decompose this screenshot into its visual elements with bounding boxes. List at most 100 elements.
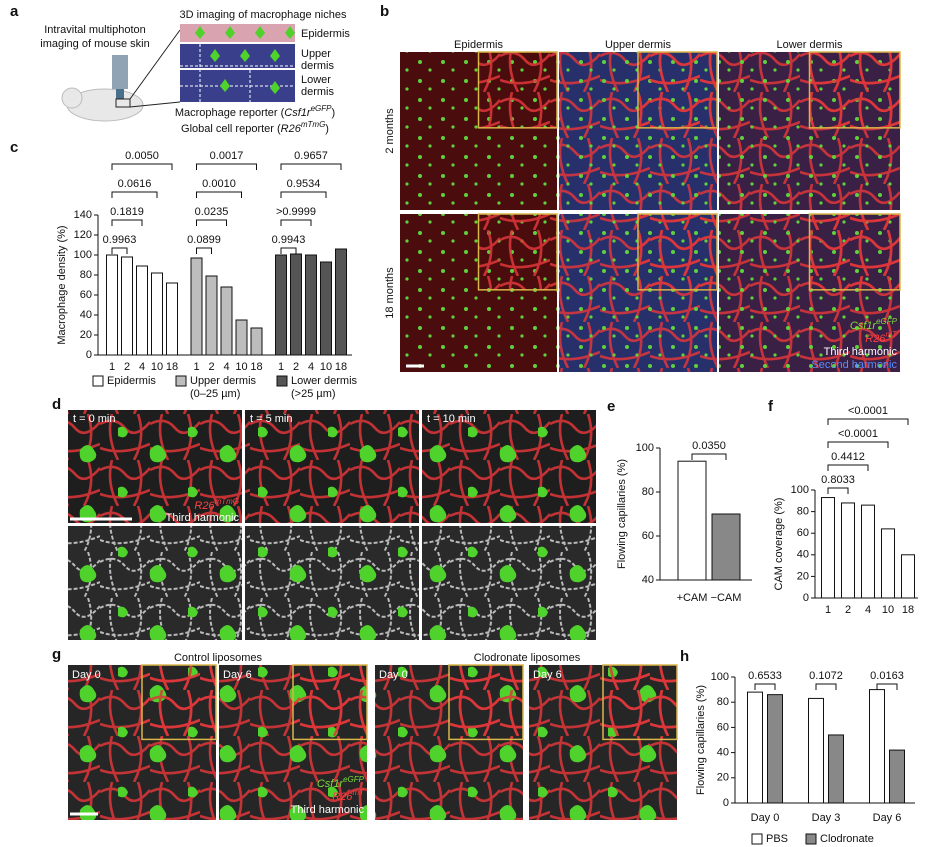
legend-swatch [751,833,763,845]
significance-bracket [876,683,898,690]
p-value: 0.4412 [831,451,865,463]
day-label: Day 0 [72,669,101,681]
bar [235,319,248,356]
x-tick-label: 4 [308,361,314,373]
day-label: Day 6 [533,669,562,681]
p-value: 0.9657 [294,150,328,162]
y-tick-label: 40 [642,574,654,586]
significance-bracket [280,163,342,170]
y-axis-label: Macrophage density (%) [56,225,68,344]
legend-label: Second harmonic [811,359,897,371]
bar [711,513,741,581]
legend-label: Third harmonic [166,512,240,524]
panel-letter: a [10,3,19,20]
bar [275,254,287,356]
significance-bracket [827,487,849,494]
micrograph-texture [245,410,419,523]
x-tick-label: 10 [151,361,163,373]
legend-label: Third harmonic [824,346,898,358]
label-part: Csf1r [317,778,345,790]
significance-bracket [111,191,158,198]
bar [250,327,263,356]
bar [121,256,133,356]
layer-label: Epidermis [301,28,350,40]
significance-bracket [280,247,297,254]
y-tick-label: 80 [717,696,729,708]
y-tick-label: 80 [80,269,92,281]
x-tick-label: 18 [250,361,262,373]
y-tick-label: 20 [717,772,729,784]
significance-bracket [827,464,869,471]
x-tick-label: Day 6 [873,812,902,824]
y-tick-label: 40 [797,549,809,561]
label-part: ) [331,107,335,119]
y-tick-label: 100 [74,249,92,261]
inset-frame [141,664,217,741]
y-tick-label: 40 [80,309,92,321]
y-tick-label: 40 [717,747,729,759]
significance-bracket [111,163,173,170]
inset-frame [602,664,678,741]
p-value: 0.0235 [195,206,229,218]
significance-bracket [111,247,128,254]
layer-label: Lower [301,74,331,86]
x-tick-label: 2 [845,604,851,616]
panel-letter: c [10,139,18,156]
inset-frame [808,213,901,291]
legend-label: Upper dermis [190,375,257,387]
y-tick-label: 0 [803,592,809,604]
y-tick-label: 60 [717,721,729,733]
p-value: 0.8033 [821,474,855,486]
bar [828,734,844,804]
x-tick-label: 1 [825,604,831,616]
x-tick-label: Day 0 [751,812,780,824]
label-part: mTmG [215,497,239,506]
x-tick-label: 1 [193,361,199,373]
p-value: 0.9534 [287,178,321,190]
panel-letter: g [52,646,61,663]
legend-note: (0–25 µm) [190,388,240,400]
bar [320,261,332,356]
legend-swatch [805,833,817,845]
timepoint-label: t = 5 min [250,413,293,425]
bar [747,691,763,804]
significance-bracket [196,219,227,226]
legend-label: R26mT [865,330,898,345]
bar [335,248,347,356]
p-value: 0.0899 [187,234,221,246]
y-tick-label: 120 [74,229,92,241]
x-tick-label: 2 [293,361,299,373]
bar [821,497,835,599]
legend-note: (>25 µm) [291,388,336,400]
y-tick-label: 0 [86,349,92,361]
legend-swatch [175,375,187,387]
timepoint-label: t = 10 min [427,413,476,425]
timepoint-label: t = 0 min [73,413,116,425]
y-tick-label: 100 [791,484,809,496]
p-value: 0.6533 [748,670,782,682]
y-tick-label: 100 [711,671,729,683]
label-part: R26 [332,791,353,803]
significance-bracket [827,418,909,425]
significance-bracket [196,247,212,254]
y-tick-label: 20 [80,329,92,341]
label-part: Csf1r [850,320,878,332]
inset-frame [637,213,718,291]
p-value: >0.9999 [276,206,316,218]
p-value: <0.0001 [838,428,878,440]
y-tick-label: 80 [642,486,654,498]
p-value: 0.0050 [125,150,159,162]
column-title: Lower dermis [776,39,843,51]
label-part: eGFP [343,775,365,784]
micrograph-texture [422,410,596,523]
label-part: mT [885,330,898,339]
x-tick-label: 4 [865,604,871,616]
label-part: Third harmonic [291,804,365,816]
bar [841,502,855,599]
y-tick-label: 80 [797,506,809,518]
label-part: Third harmonic [166,512,240,524]
x-tick-label: 10 [320,361,332,373]
legend-label: Third harmonic [291,804,365,816]
inset-frame [637,51,718,129]
label-part: ) [325,123,329,135]
